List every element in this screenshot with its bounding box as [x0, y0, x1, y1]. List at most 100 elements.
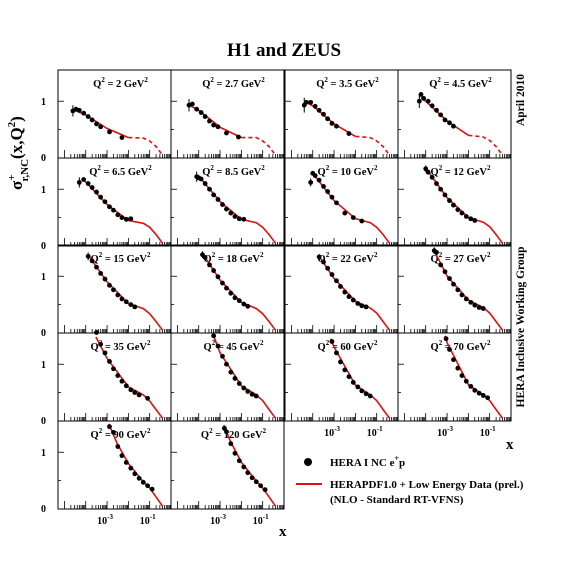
x-tick-label-exp: -3 — [220, 513, 226, 521]
data-point — [236, 381, 242, 386]
panel: Q2 = 22 GeV2 — [284, 244, 399, 334]
data-point — [442, 269, 448, 275]
x-tick-label-base: 10 — [437, 428, 447, 439]
panel-q2-label: Q2 = 4.5 GeV2 — [429, 76, 492, 90]
data-point — [342, 289, 348, 295]
q2-label-q: Q — [318, 167, 326, 178]
data-point — [211, 268, 217, 273]
data-point — [132, 471, 138, 477]
data-point — [253, 479, 259, 485]
q2-label-value: = 2.7 GeV — [214, 79, 262, 90]
q2-label-q: Q — [318, 342, 326, 353]
q2-label-q: Q — [93, 79, 101, 90]
q2-label-exp: 2 — [437, 76, 441, 84]
q2-label-exp: 2 — [439, 339, 443, 347]
data-point — [111, 429, 116, 435]
data-point — [245, 389, 251, 394]
data-point — [350, 297, 356, 303]
legend-data-label-sup: + — [394, 454, 399, 463]
q2-label-unit-exp: 2 — [147, 339, 151, 347]
fit-curve — [81, 177, 164, 244]
data-point — [350, 215, 356, 221]
y-tick-label: 0 — [41, 241, 46, 252]
data-point — [119, 378, 125, 384]
data-point — [224, 130, 229, 136]
q2-label-q: Q — [316, 79, 324, 90]
data-point — [145, 483, 151, 489]
q2-label-exp: 2 — [209, 427, 213, 435]
q2-label-exp: 2 — [326, 251, 330, 259]
q2-label-exp: 2 — [101, 76, 105, 84]
data-point — [321, 259, 326, 265]
y-tick-label: 0 — [41, 416, 46, 427]
q2-label-exp: 2 — [439, 164, 443, 172]
data-point — [85, 181, 91, 186]
data-point — [480, 393, 486, 398]
q2-label-value: = 6.5 GeV — [101, 167, 149, 178]
data-point — [89, 185, 95, 190]
data-point — [342, 367, 348, 373]
data-point — [224, 206, 229, 212]
fit-curve-extrapolated — [468, 134, 504, 156]
panel: Q2 = 12 GeV2 — [397, 157, 512, 247]
x-tick-label-exp: -1 — [490, 425, 496, 433]
data-point — [128, 387, 134, 393]
panel-q2-label: Q2 = 10 GeV2 — [318, 164, 378, 178]
data-point — [476, 305, 482, 310]
data-point — [119, 453, 125, 459]
q2-label-exp: 2 — [210, 164, 214, 172]
data-point — [463, 214, 469, 219]
data-point — [94, 121, 99, 127]
side-label-bottom: HERA Inclusive Working Group — [515, 247, 527, 408]
q2-label-q: Q — [91, 430, 99, 441]
q2-label-unit-exp: 2 — [374, 251, 378, 259]
x-tick-label-exp: -3 — [447, 425, 453, 433]
panel-q2-label: Q2 = 22 GeV2 — [318, 251, 378, 265]
panel: Q2 = 2.7 GeV2 — [170, 69, 285, 159]
data-point — [472, 218, 478, 223]
data-point — [111, 207, 116, 213]
data-point — [249, 475, 255, 481]
legend-data-label: HERA I NC e+p — [330, 454, 405, 469]
data-point — [455, 365, 461, 371]
data-point — [111, 287, 116, 293]
panel: Q2 = 18 GeV2 — [170, 244, 285, 334]
data-point — [98, 270, 104, 276]
q2-label-exp: 2 — [210, 76, 214, 84]
fit-curve — [312, 172, 391, 244]
q2-label-unit-exp: 2 — [261, 76, 265, 84]
y-axis-label-sub: r,NC — [19, 159, 31, 182]
data-point — [429, 174, 435, 180]
q2-label-unit-exp: 2 — [375, 76, 379, 84]
data-point — [463, 296, 469, 302]
data-point — [423, 166, 429, 172]
data-point — [329, 272, 335, 277]
legend-fit-sublabel: (NLO - Standard RT-VFNS) — [330, 494, 464, 506]
q2-label-value: = 120 GeV — [213, 430, 263, 441]
y-tick-label: 1 — [41, 272, 46, 283]
data-point — [228, 210, 234, 216]
data-point — [98, 124, 104, 130]
data-point — [102, 350, 108, 356]
q2-label-value: = 60 GeV — [329, 342, 374, 353]
q2-label-exp: 2 — [97, 164, 101, 172]
data-point — [85, 253, 91, 259]
data-point — [455, 207, 461, 213]
data-point — [107, 424, 112, 430]
panel-q2-label: Q2 = 12 GeV2 — [431, 164, 491, 178]
data-point — [346, 374, 352, 380]
y-tick-label: 0 — [41, 504, 46, 515]
q2-label-value: = 2 GeV — [105, 79, 145, 90]
q2-label-exp: 2 — [439, 251, 443, 259]
data-point — [220, 353, 225, 359]
data-point — [253, 393, 259, 399]
q2-label-unit-exp: 2 — [147, 251, 151, 259]
data-point — [418, 92, 424, 97]
q2-label-q: Q — [201, 430, 209, 441]
q2-label-exp: 2 — [212, 339, 216, 347]
q2-label-value: = 18 GeV — [215, 254, 260, 265]
data-point — [220, 280, 225, 286]
